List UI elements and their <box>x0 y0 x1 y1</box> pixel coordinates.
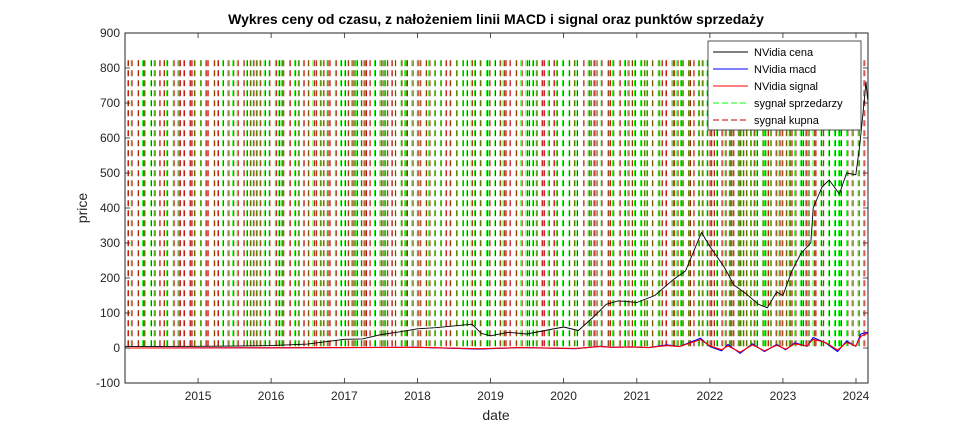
y-tick-label: 800 <box>100 61 120 75</box>
x-tick-label: 2022 <box>697 389 724 403</box>
legend-label: sygnał kupna <box>754 115 820 127</box>
series-price-line <box>124 81 869 348</box>
y-tick-label: 900 <box>100 26 120 40</box>
legend-label: sygnał sprzedarzy <box>754 98 843 110</box>
y-tick-label: 500 <box>100 166 120 180</box>
signal-lines <box>126 60 866 348</box>
chart-title: Wykres ceny od czasu, z nałożeniem linii… <box>228 11 764 27</box>
y-tick-label: 600 <box>100 131 120 145</box>
x-tick-label: 2017 <box>331 389 358 403</box>
x-tick-label: 2019 <box>477 389 504 403</box>
x-tick-label: 2016 <box>258 389 285 403</box>
series-signal-line <box>124 332 868 353</box>
x-axis-ticks: 2015 2016 2017 2018 2019 2020 2021 2022 2023 2024 <box>185 33 870 403</box>
y-tick-label: 100 <box>100 306 120 320</box>
y-axis-label: price <box>74 193 90 224</box>
legend-label: NVidia signal <box>754 81 818 93</box>
x-tick-label: 2020 <box>550 389 577 403</box>
y-tick-label: -100 <box>96 376 120 390</box>
legend: NVidia cena NVidia macd NVidia signal sygna… <box>707 40 862 131</box>
x-axis-label: date <box>482 407 509 423</box>
y-tick-label: 300 <box>100 236 120 250</box>
x-tick-label: 2018 <box>404 389 431 403</box>
y-axis-ticks: -100 0 100 200 300 400 500 600 700 800 900 <box>96 26 868 390</box>
y-tick-label: 400 <box>100 201 120 215</box>
x-tick-label: 2015 <box>185 389 212 403</box>
x-tick-label: 2024 <box>843 389 870 403</box>
y-tick-label: 0 <box>113 341 120 355</box>
x-tick-label: 2023 <box>770 389 797 403</box>
y-tick-label: 700 <box>100 96 120 110</box>
data-lines <box>124 81 869 354</box>
legend-label: NVidia cena <box>754 47 814 59</box>
x-tick-label: 2021 <box>623 389 650 403</box>
y-tick-label: 200 <box>100 271 120 285</box>
legend-label: NVidia macd <box>754 64 816 76</box>
